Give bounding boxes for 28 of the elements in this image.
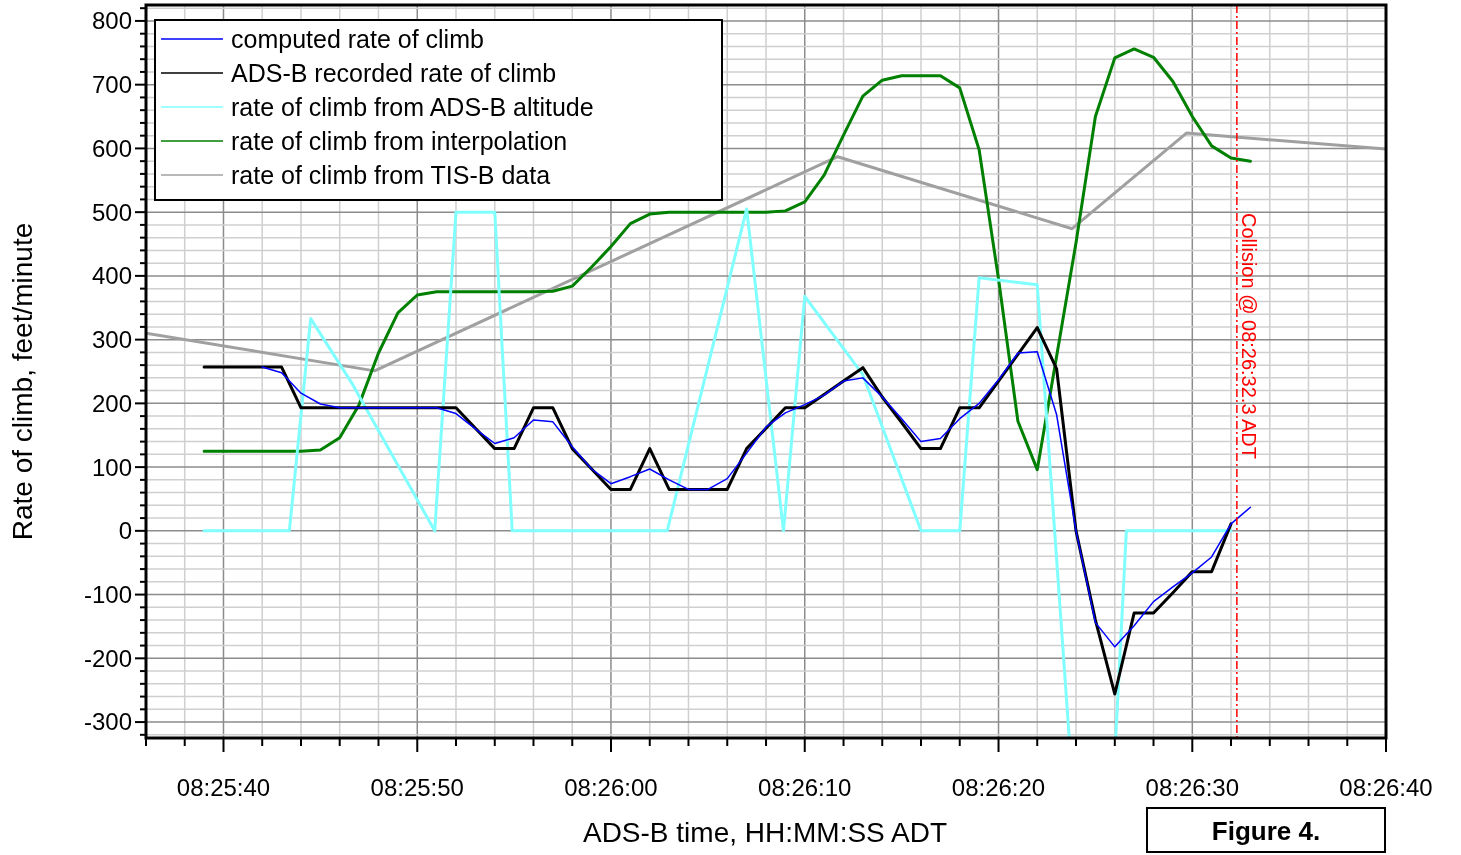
y-tick-label: 200	[91, 389, 132, 417]
y-tick-label: -100	[83, 580, 132, 608]
y-tick-label: 300	[91, 326, 132, 354]
legend-label: rate of climb from TIS-B data	[231, 160, 551, 189]
y-tick-label: 400	[91, 262, 132, 290]
x-tick-label: 08:26:20	[951, 774, 1046, 801]
y-tick-label: 500	[91, 198, 132, 226]
x-tick-label: 08:26:40	[1339, 774, 1433, 801]
legend-label: rate of climb from interpolation	[231, 126, 568, 155]
y-tick-label: 700	[91, 71, 132, 99]
x-tick-label: 08:26:00	[564, 774, 658, 801]
caption: Figure 4.	[1211, 816, 1321, 846]
x-tick-label: 08:26:30	[1145, 774, 1240, 801]
legend-label: computed rate of climb	[231, 24, 484, 53]
x-tick-label: 08:26:10	[758, 774, 852, 801]
x-tick-label: 08:25:50	[370, 774, 464, 801]
legend-label: ADS-B recorded rate of climb	[231, 58, 557, 87]
x-tick-label: 08:25:40	[176, 774, 271, 801]
y-tick-label: 600	[91, 134, 132, 162]
y-tick-label: 0	[118, 517, 132, 545]
y-axis-title: Rate of climb, feet/minute	[7, 222, 38, 541]
y-tick-label: -300	[83, 708, 132, 736]
x-axis-title: ADS-B time, HH:MM:SS ADT	[582, 817, 948, 848]
ref-line-label: Collision @ 08:26:32.3 ADT	[1237, 213, 1260, 459]
y-tick-label: 800	[91, 7, 132, 35]
y-tick-label: 100	[91, 453, 132, 481]
y-tick-label: -200	[83, 644, 132, 672]
legend-label: rate of climb from ADS-B altitude	[231, 92, 594, 121]
